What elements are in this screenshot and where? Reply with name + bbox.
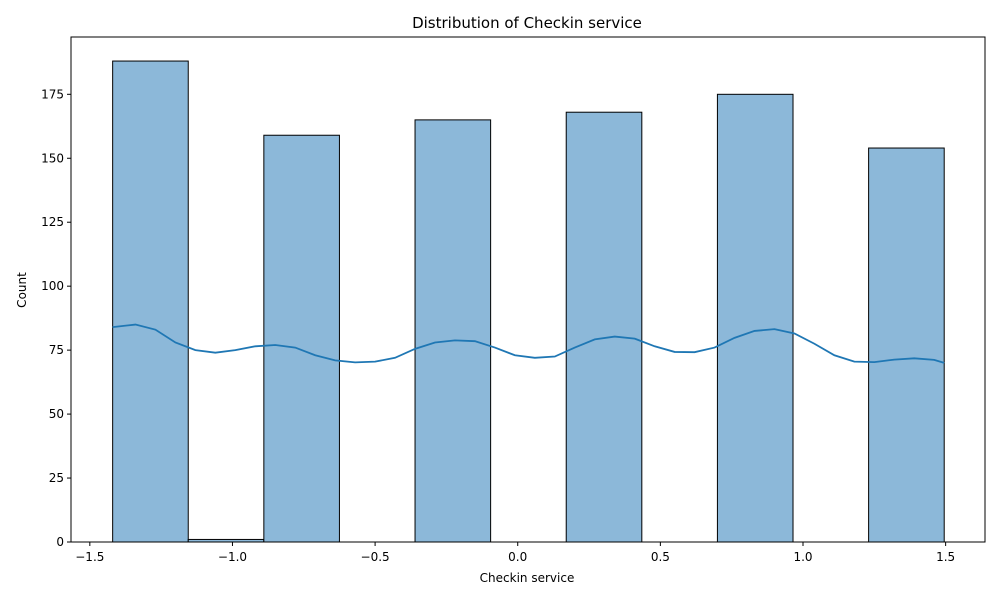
plot-frame — [70, 36, 986, 543]
y-tick-label: 75 — [49, 343, 64, 357]
histogram-bar-2 — [263, 134, 340, 543]
y-axis-label: Count — [15, 272, 29, 308]
y-tick-label: 0 — [56, 535, 64, 549]
y-axis: 0 25 50 75 100 125 150 175 — [41, 87, 71, 549]
histogram-bar-8 — [716, 93, 794, 543]
histogram-bar-10 — [868, 147, 945, 543]
kde-curve — [112, 323, 945, 364]
x-tick-label: 0.0 — [508, 550, 527, 564]
x-axis: −1.5 −1.0 −0.5 0.0 0.5 1.0 1.5 — [75, 542, 955, 564]
x-tick-label: −1.0 — [218, 550, 247, 564]
y-tick-label: 50 — [49, 407, 64, 421]
y-tick-label: 25 — [49, 471, 64, 485]
y-tick-label: 175 — [41, 87, 64, 101]
histogram-bar-6 — [565, 111, 643, 543]
x-axis-label: Checkin service — [480, 571, 575, 585]
histogram-bar-0 — [112, 60, 189, 543]
bars-group — [112, 60, 945, 543]
x-tick-label: 1.0 — [793, 550, 812, 564]
x-tick-label: 1.5 — [936, 550, 955, 564]
histogram-bar-4 — [414, 119, 492, 543]
chart-title: Distribution of Checkin service — [412, 14, 642, 32]
x-tick-label: −1.5 — [75, 550, 104, 564]
x-tick-label: 0.5 — [651, 550, 670, 564]
x-tick-label: −0.5 — [361, 550, 390, 564]
y-tick-label: 150 — [41, 151, 64, 165]
y-tick-label: 100 — [41, 279, 64, 293]
y-tick-label: 125 — [41, 215, 64, 229]
